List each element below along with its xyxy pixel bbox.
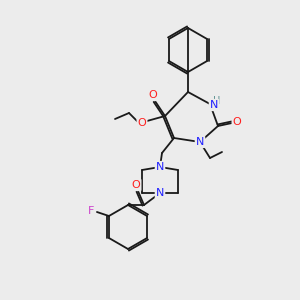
Text: N: N <box>156 162 164 172</box>
Text: N: N <box>196 137 204 147</box>
Text: N: N <box>156 188 164 198</box>
Text: H: H <box>213 96 221 106</box>
Text: F: F <box>88 206 94 216</box>
Text: N: N <box>210 100 218 110</box>
Text: O: O <box>148 90 158 100</box>
Text: O: O <box>138 118 146 128</box>
Text: O: O <box>132 180 140 190</box>
Text: O: O <box>232 117 242 127</box>
